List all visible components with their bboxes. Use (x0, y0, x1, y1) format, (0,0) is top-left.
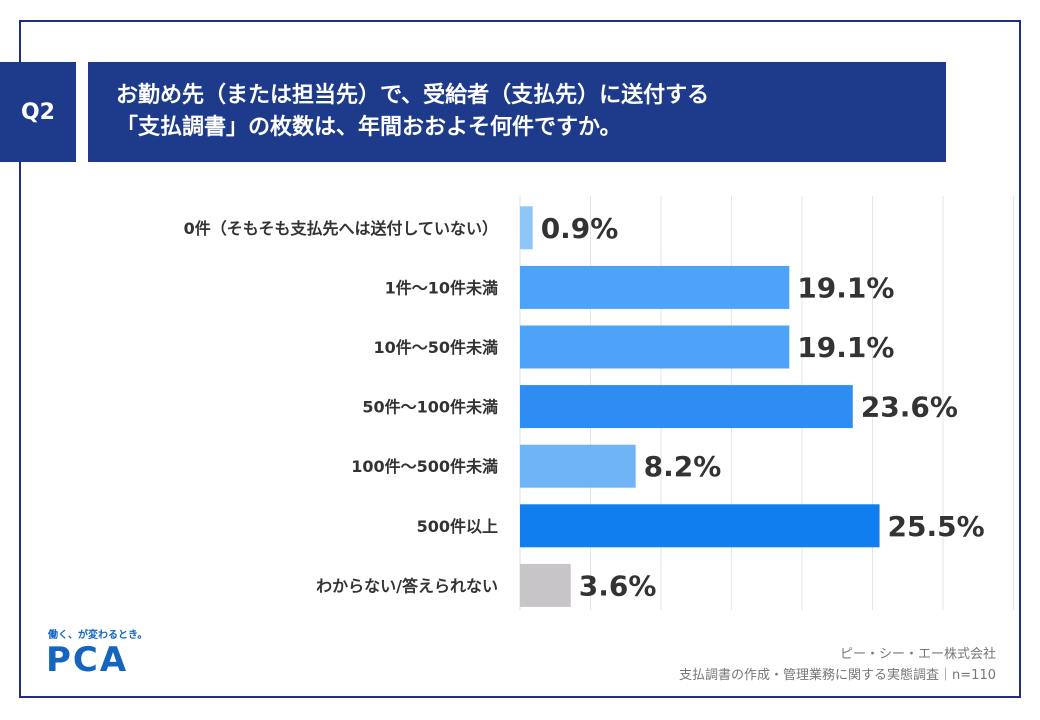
pca-logo: PCA (46, 640, 129, 680)
outer-frame (19, 20, 1021, 698)
survey-name: 支払調書の作成・管理業務に関する実態調査｜n=110 (679, 668, 996, 683)
bar (520, 444, 636, 488)
bar (520, 325, 790, 369)
bar (520, 504, 880, 548)
category-label: 0件（そもそも支払先へは送付していない） (184, 219, 498, 238)
category-label: 500件以上 (417, 517, 498, 536)
category-label: 10件～50件未満 (373, 338, 498, 357)
data-label: 19.1% (797, 331, 894, 364)
data-label: 8.2% (644, 450, 722, 483)
question-number-badge: Q2 (0, 62, 76, 162)
bar (520, 265, 790, 309)
source-note: ピー・シー・エー株式会社 支払調書の作成・管理業務に関する実態調査｜n=110 (679, 644, 996, 686)
logo-tagline: 働く、が変わるとき。 (48, 630, 148, 641)
data-label: 25.5% (888, 510, 985, 543)
question-banner: お勤め先（または担当先）で、受給者（支払先）に送付する 「支払調書」の枚数は、年… (88, 62, 946, 162)
data-label: 0.9% (541, 212, 619, 245)
category-label: 100件～500件未満 (351, 457, 498, 476)
bar (520, 385, 853, 429)
bar (520, 563, 571, 607)
data-label: 19.1% (797, 271, 894, 304)
category-label: 1件～10件未満 (385, 278, 498, 297)
data-label: 23.6% (861, 391, 958, 424)
company-name: ピー・シー・エー株式会社 (839, 647, 996, 662)
question-text-line-1: お勤め先（または担当先）で、受給者（支払先）に送付する (116, 83, 710, 108)
bar (520, 206, 533, 250)
category-label: 50件～100件未満 (362, 398, 498, 417)
data-label: 3.6% (579, 569, 657, 602)
category-label: わからない/答えられない (316, 576, 498, 595)
question-text-line-2: 「支払調書」の枚数は、年間おおよそ何件ですか。 (116, 115, 622, 140)
